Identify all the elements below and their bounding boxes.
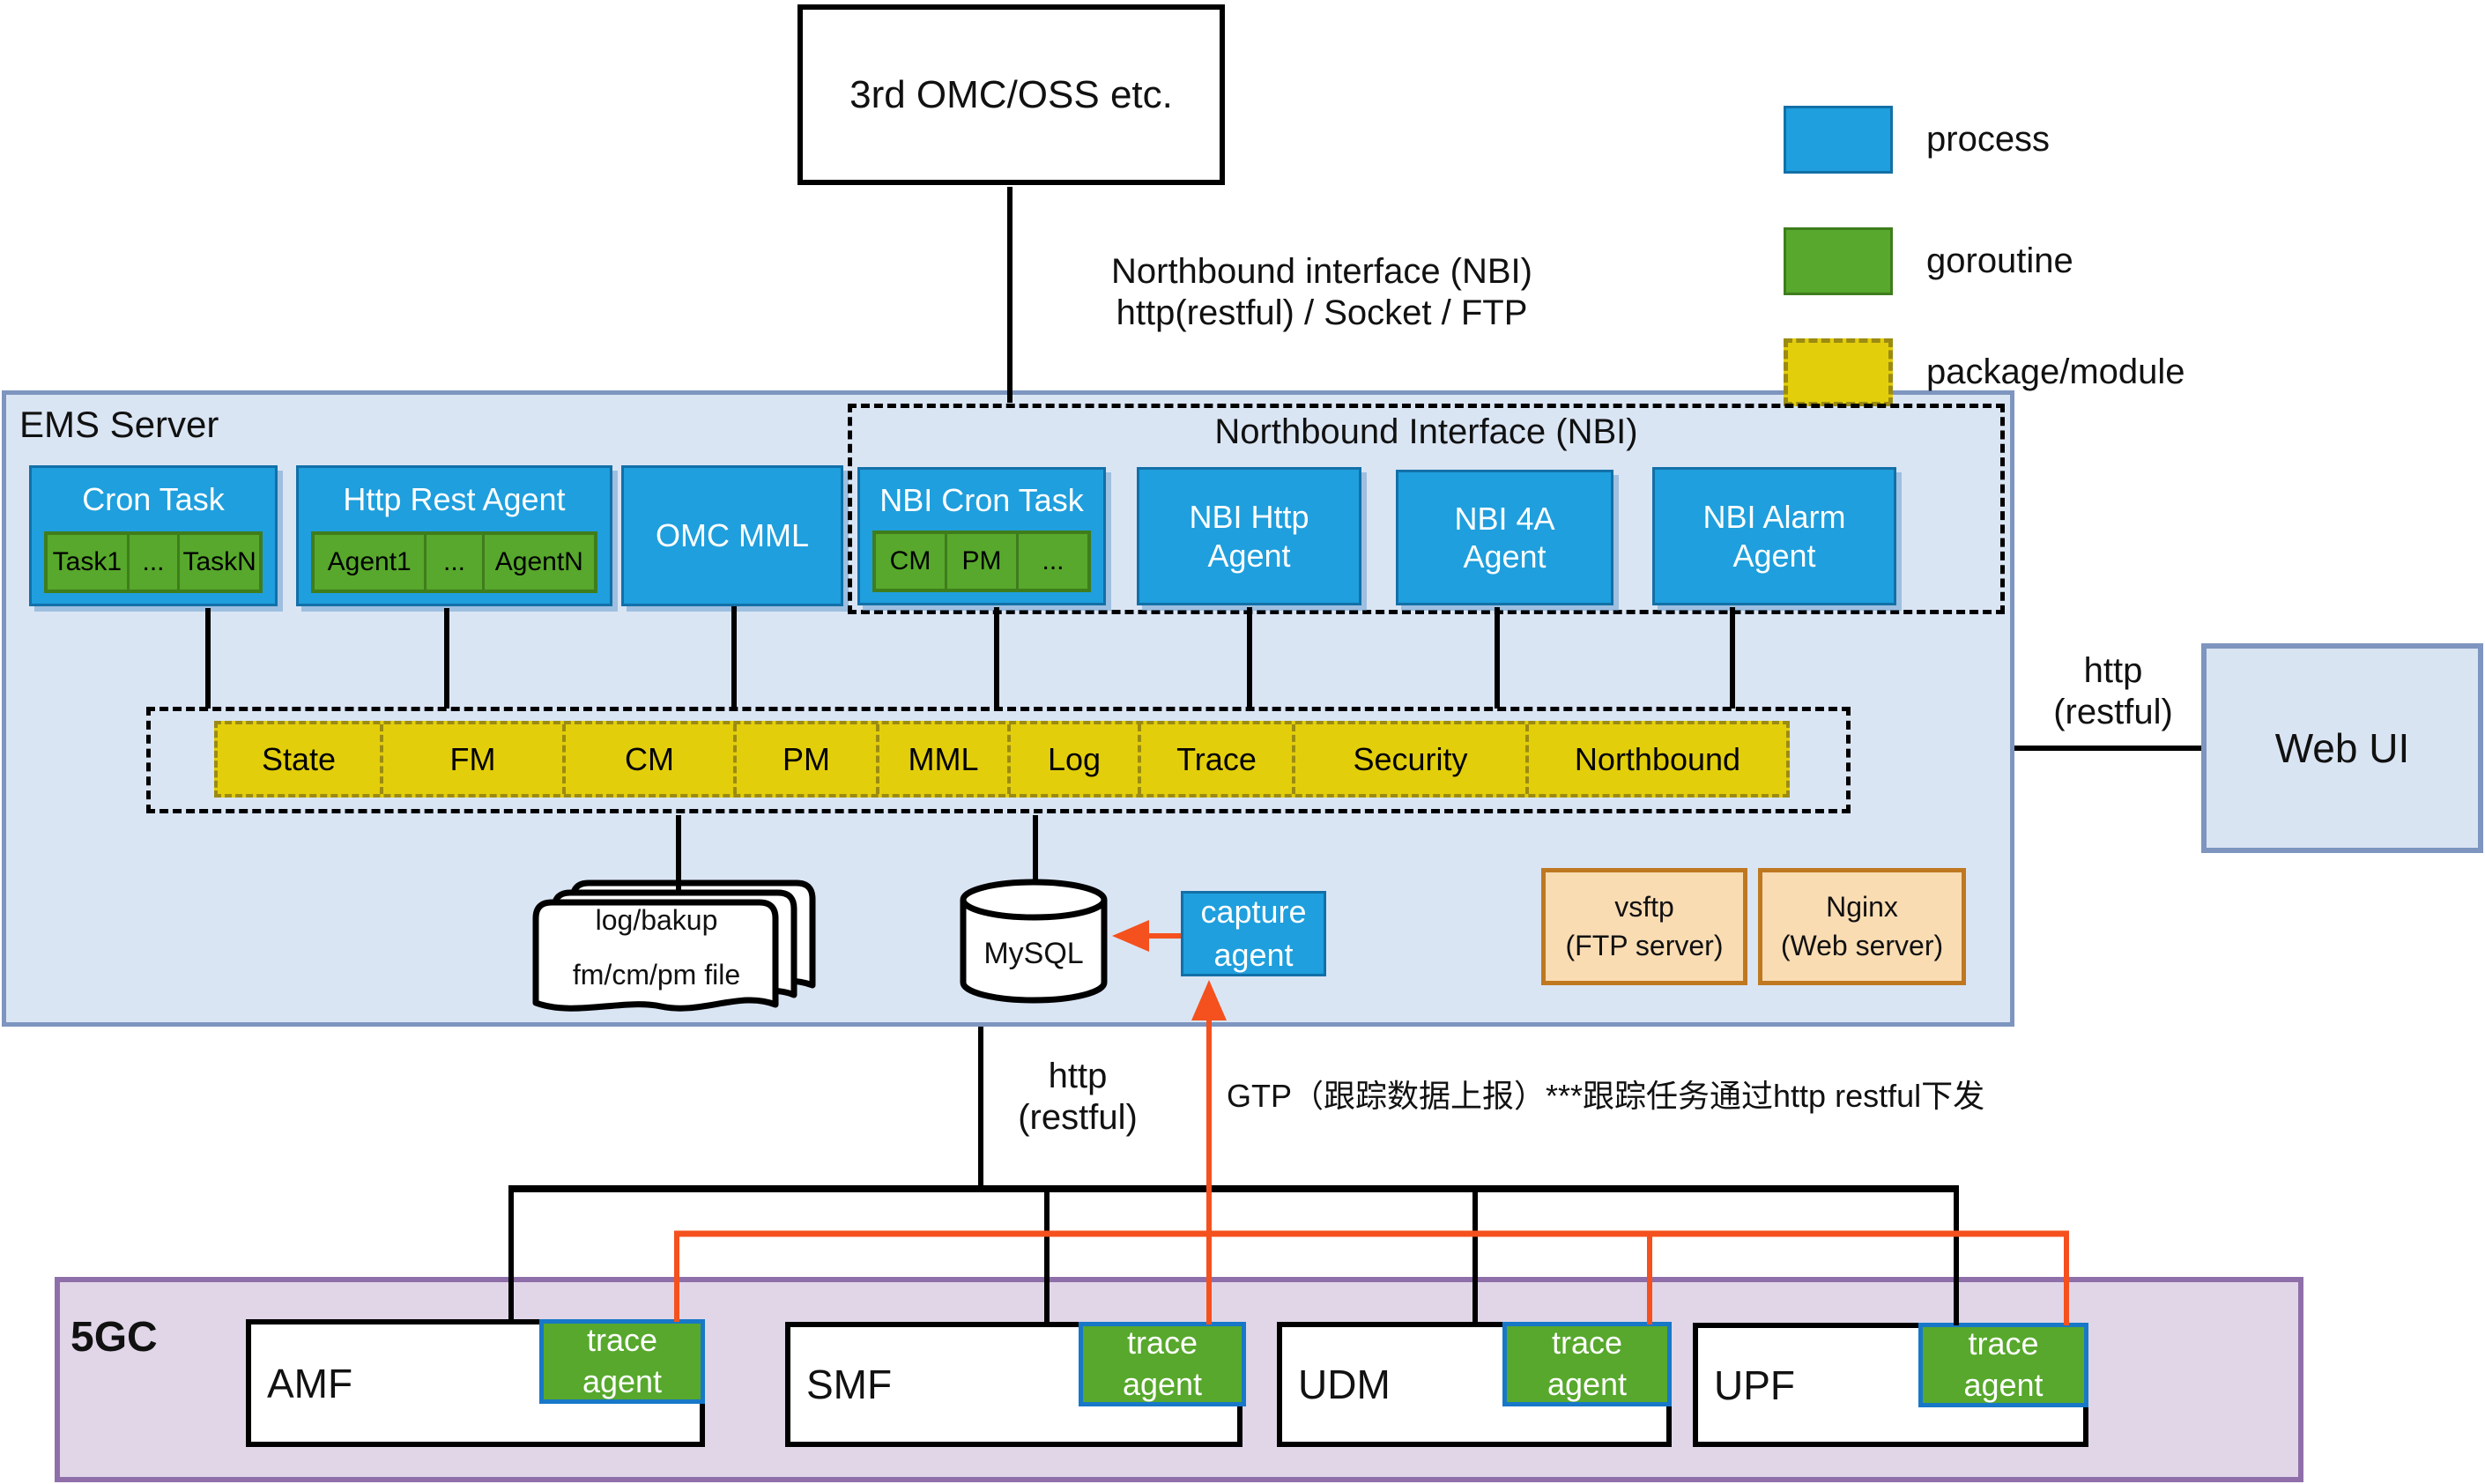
bottom-http-line2: (restful) bbox=[1018, 1098, 1138, 1138]
vsftp-line2: (FTP server) bbox=[1565, 929, 1724, 961]
omc-mml-box: OMC MML bbox=[621, 465, 843, 606]
right-http-line2: (restful) bbox=[2053, 693, 2173, 732]
module-cm: CM bbox=[562, 724, 733, 794]
capture-agent-line1: capture bbox=[1200, 893, 1307, 930]
nbi-4a-agent-line2: Agent bbox=[1463, 538, 1547, 575]
ems-server-title: EMS Server bbox=[19, 404, 219, 445]
legend-package-swatch bbox=[1784, 338, 1893, 406]
upf-trace-agent-box: trace agent bbox=[1918, 1323, 2088, 1407]
nbi-link-line2: http(restful) / Socket / FTP bbox=[1116, 293, 1528, 333]
capture-agent-line2: agent bbox=[1213, 936, 1294, 973]
amf-trace-agent-box: trace agent bbox=[539, 1319, 705, 1404]
bottom-http-label: http (restful) bbox=[994, 1056, 1161, 1139]
web-ui-box: Web UI bbox=[2201, 643, 2483, 853]
module-state: State bbox=[261, 740, 337, 777]
vsftp-line1: vsftp bbox=[1614, 891, 1674, 924]
module-trace: Trace bbox=[1138, 724, 1292, 794]
nbi-dashed-group bbox=[848, 404, 2005, 614]
trace-agent-line2: agent bbox=[1963, 1367, 2044, 1403]
nbi-4a-agent-box: NBI 4A Agent bbox=[1396, 470, 1613, 605]
module-fm: FM bbox=[380, 724, 562, 794]
goroutine-cell: Agent1 bbox=[327, 547, 412, 576]
goroutine-cell: TaskN bbox=[177, 535, 259, 590]
nginx-line1: Nginx bbox=[1826, 891, 1898, 924]
file-store-line2: fm/cm/pm file bbox=[572, 959, 741, 991]
third-party-omc-oss-label: 3rd OMC/OSS etc. bbox=[849, 72, 1173, 116]
module-row: State FM CM PM MML Log Trace Security No… bbox=[214, 721, 1790, 798]
goroutine-cell: PM bbox=[945, 534, 1016, 589]
file-store-line1: log/bakup bbox=[595, 904, 718, 936]
nginx-line2: (Web server) bbox=[1780, 929, 1944, 961]
web-ui-label: Web UI bbox=[2274, 725, 2410, 771]
module-pm: PM bbox=[733, 724, 876, 794]
http-rest-agent-box: Http Rest Agent Agent1 ... AgentN bbox=[296, 465, 612, 606]
third-party-omc-oss-box: 3rd OMC/OSS etc. bbox=[797, 4, 1225, 185]
goroutine-cell: ... bbox=[126, 535, 178, 590]
omc-mml-title: OMC MML bbox=[656, 517, 809, 554]
trace-agent-line1: trace bbox=[1968, 1325, 2039, 1362]
udm-trace-agent-box: trace agent bbox=[1502, 1322, 1672, 1406]
cron-task-box: Cron Task Task1 ... TaskN bbox=[29, 465, 278, 606]
module-mml: MML bbox=[876, 724, 1007, 794]
goroutine-cell: CM bbox=[889, 546, 931, 575]
gtp-note: GTP（跟踪数据上报）***跟踪任务通过http restful下发 bbox=[1227, 1078, 1985, 1114]
nbi-cron-task-goroutines: CM PM ... bbox=[872, 531, 1091, 592]
module-security: Security bbox=[1292, 724, 1525, 794]
nf-upf-label: UPF bbox=[1714, 1362, 1795, 1408]
smf-trace-agent-box: trace agent bbox=[1079, 1322, 1246, 1406]
right-http-line1: http bbox=[2083, 651, 2143, 690]
http-rest-agent-goroutines: Agent1 ... AgentN bbox=[311, 531, 597, 593]
capture-agent-box: capture agent bbox=[1181, 891, 1326, 976]
nf-udm-label: UDM bbox=[1298, 1362, 1391, 1407]
module-northbound: Northbound bbox=[1525, 724, 1786, 794]
nbi-alarm-agent-line2: Agent bbox=[1732, 537, 1816, 574]
goroutine-cell: ... bbox=[1016, 534, 1087, 589]
module-log: Log bbox=[1007, 724, 1138, 794]
mysql-database-icon: MySQL bbox=[956, 877, 1111, 1011]
trace-agent-line1: trace bbox=[1551, 1324, 1623, 1362]
nbi-4a-agent-title: NBI 4A Agent bbox=[1398, 472, 1611, 603]
nf-smf-label: SMF bbox=[806, 1362, 893, 1407]
legend-goroutine-label: goroutine bbox=[1926, 241, 2073, 280]
nf-amf-label: AMF bbox=[267, 1360, 353, 1406]
nbi-alarm-agent-title: NBI Alarm Agent bbox=[1655, 470, 1894, 603]
legend-package-label: package/module bbox=[1926, 352, 2185, 391]
legend-goroutine-swatch bbox=[1784, 227, 1893, 295]
mysql-label: MySQL bbox=[983, 937, 1084, 970]
legend-process-label: process bbox=[1926, 120, 2051, 159]
http-rest-agent-title: Http Rest Agent bbox=[343, 481, 566, 518]
bottom-http-line1: http bbox=[1048, 1057, 1108, 1095]
nbi-group-title: Northbound Interface (NBI) bbox=[1214, 412, 1638, 451]
file-store-icon: log/bakup fm/cm/pm file bbox=[529, 874, 824, 1013]
goroutine-cell: ... bbox=[424, 535, 481, 590]
nbi-http-agent-title: NBI Http Agent bbox=[1139, 470, 1359, 603]
nbi-alarm-agent-box: NBI Alarm Agent bbox=[1652, 467, 1896, 605]
trace-agent-line1: trace bbox=[1126, 1324, 1198, 1362]
right-http-label: http (restful) bbox=[2027, 650, 2199, 733]
cron-task-goroutines: Task1 ... TaskN bbox=[44, 531, 263, 593]
modules-dashed-container bbox=[146, 707, 1851, 813]
nbi-link-label: Northbound interface (NBI) http(restful)… bbox=[1031, 251, 1613, 334]
nbi-cron-task-title: NBI Cron Task bbox=[879, 481, 1084, 518]
nbi-alarm-agent-line1: NBI Alarm bbox=[1702, 499, 1846, 536]
nbi-link-line1: Northbound interface (NBI) bbox=[1110, 252, 1532, 291]
cron-task-title: Cron Task bbox=[82, 481, 225, 518]
trace-agent-line2: agent bbox=[1547, 1366, 1628, 1402]
core-5gc-title: 5GC bbox=[70, 1314, 158, 1361]
nbi-http-agent-line1: NBI Http bbox=[1189, 499, 1309, 536]
goroutine-cell: AgentN bbox=[481, 535, 594, 590]
trace-agent-line2: agent bbox=[582, 1363, 663, 1399]
nbi-http-agent-line2: Agent bbox=[1207, 537, 1291, 574]
vsftp-box: vsftp (FTP server) bbox=[1541, 868, 1747, 985]
trace-agent-line2: agent bbox=[1122, 1366, 1203, 1402]
goroutine-cell: Task1 bbox=[52, 547, 122, 576]
nbi-http-agent-box: NBI Http Agent bbox=[1137, 467, 1361, 605]
nginx-box: Nginx (Web server) bbox=[1758, 868, 1966, 985]
nbi-cron-task-box: NBI Cron Task CM PM ... bbox=[857, 467, 1106, 605]
nbi-4a-agent-line1: NBI 4A bbox=[1454, 500, 1555, 537]
trace-agent-line1: trace bbox=[586, 1322, 658, 1359]
legend-process-swatch bbox=[1784, 106, 1893, 174]
